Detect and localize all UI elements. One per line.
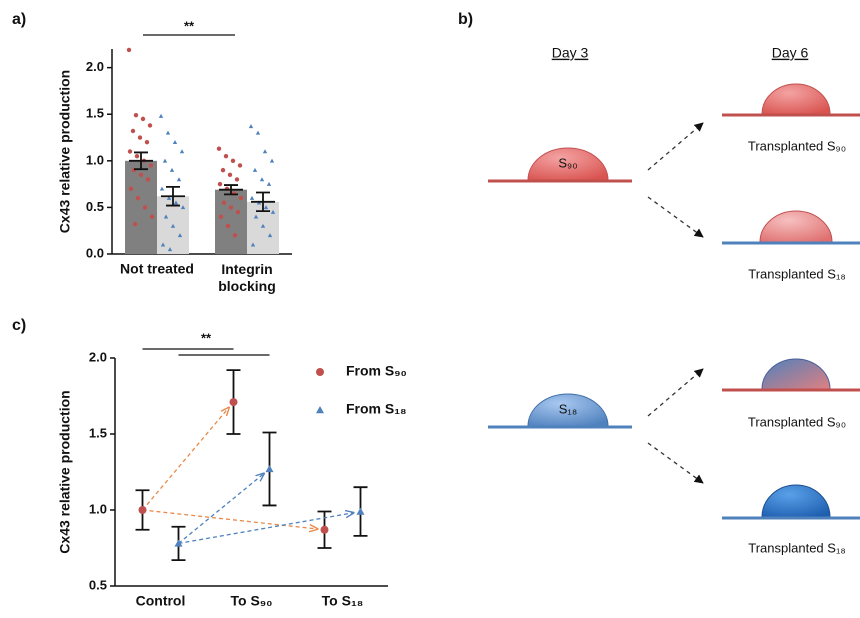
marker-point <box>239 196 243 200</box>
y-tick-label: 2.0 <box>86 59 104 74</box>
marker-point <box>145 140 149 144</box>
panel-label: b) <box>458 11 473 28</box>
arrow <box>648 443 703 483</box>
droplet <box>760 211 832 242</box>
marker-point <box>228 173 232 177</box>
x-tick-label: To S₁₈ <box>322 593 364 609</box>
marker-point <box>231 159 235 163</box>
marker-point <box>139 506 147 514</box>
marker-point <box>221 168 225 172</box>
y-tick-label: 0.5 <box>89 577 107 592</box>
marker-point <box>233 233 237 237</box>
marker-point <box>253 168 257 172</box>
marker-point <box>148 123 152 127</box>
marker-point <box>129 187 133 191</box>
marker-point <box>173 140 177 144</box>
legend-label: From S₁₈ <box>346 401 407 417</box>
marker-point <box>256 131 260 135</box>
caption: Transplanted S₁₈ <box>748 540 845 555</box>
marker-point <box>218 182 222 186</box>
y-tick-label: 2.0 <box>89 349 107 364</box>
y-axis-label: Cx43 relative production <box>57 390 73 553</box>
significance-label: ** <box>184 18 195 33</box>
marker-point <box>270 159 274 163</box>
marker-point <box>134 113 138 117</box>
day-label: Day 6 <box>772 45 809 61</box>
marker-point <box>128 149 132 153</box>
marker-point <box>266 465 274 472</box>
marker-point <box>222 201 226 205</box>
caption: Transplanted S₉₀ <box>748 414 846 429</box>
marker-point <box>149 163 153 167</box>
x-tick-label: Not treated <box>120 261 194 277</box>
marker-point <box>146 177 150 181</box>
marker-point <box>127 48 131 52</box>
panel-label: a) <box>12 11 26 28</box>
panel-label: c) <box>12 317 26 334</box>
marker-point <box>143 205 147 209</box>
x-tick-label: To S₉₀ <box>231 593 273 609</box>
marker-point <box>159 114 163 118</box>
legend-label: From S₉₀ <box>346 363 407 379</box>
droplet <box>762 359 830 389</box>
transition-arrow <box>143 407 229 510</box>
y-tick-label: 1.0 <box>89 501 107 516</box>
arrow <box>648 123 703 170</box>
marker-point <box>260 177 264 181</box>
figure: a) b) c) Day 3 Day 6 S₉₀ S₁₈ Transplante… <box>0 0 860 618</box>
y-tick-label: 0.5 <box>86 199 104 214</box>
y-tick-label: 1.0 <box>86 152 104 167</box>
arrow <box>648 197 703 237</box>
marker-point <box>235 177 239 181</box>
droplet <box>762 485 830 517</box>
marker-point <box>170 168 174 172</box>
x-tick-label: Control <box>136 593 186 609</box>
marker-point <box>236 210 240 214</box>
transition-arrow <box>179 473 265 543</box>
droplet-label: S₁₈ <box>559 401 577 416</box>
marker-point <box>267 182 271 186</box>
droplet <box>762 84 830 114</box>
marker-point <box>226 224 230 228</box>
diagram: Day 3 Day 6 S₉₀ S₁₈ Transplanted S₉₀ Tra… <box>488 45 860 556</box>
marker-point <box>321 526 329 534</box>
significance-label: ** <box>201 330 212 345</box>
marker-point <box>141 117 145 121</box>
y-tick-label: 0.0 <box>86 245 104 260</box>
day-label: Day 3 <box>552 45 589 61</box>
marker-point <box>139 173 143 177</box>
marker-point <box>238 163 242 167</box>
marker-point <box>217 147 221 151</box>
marker-point <box>138 135 142 139</box>
droplet-label: S₉₀ <box>558 155 577 170</box>
marker-point <box>219 215 223 219</box>
transition-arrow <box>143 510 318 529</box>
y-axis-label: Cx43 relative production <box>57 70 73 233</box>
marker-point <box>357 508 365 515</box>
y-tick-label: 1.5 <box>86 106 104 121</box>
legend-marker <box>316 368 324 376</box>
marker-point <box>263 149 267 153</box>
marker-point <box>229 205 233 209</box>
marker-point <box>131 129 135 133</box>
marker-point <box>230 398 238 406</box>
marker-point <box>177 177 181 181</box>
marker-point <box>136 196 140 200</box>
marker-point <box>249 124 253 128</box>
marker-point <box>150 215 154 219</box>
marker-point <box>180 149 184 153</box>
marker-point <box>250 196 254 200</box>
y-tick-label: 1.5 <box>89 425 107 440</box>
marker-point <box>163 159 167 163</box>
legend-marker <box>316 406 324 413</box>
caption: Transplanted S₉₀ <box>748 138 846 153</box>
marker-point <box>160 187 164 191</box>
marker-point <box>135 154 139 158</box>
marker-point <box>166 131 170 135</box>
x-tick-label: Integrinblocking <box>218 261 276 294</box>
caption: Transplanted S₁₈ <box>748 266 845 281</box>
marker-point <box>224 154 228 158</box>
marker-point <box>133 222 137 226</box>
arrow <box>648 369 703 416</box>
